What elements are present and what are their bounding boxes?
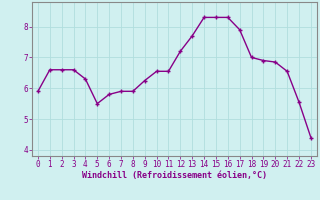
X-axis label: Windchill (Refroidissement éolien,°C): Windchill (Refroidissement éolien,°C)	[82, 171, 267, 180]
